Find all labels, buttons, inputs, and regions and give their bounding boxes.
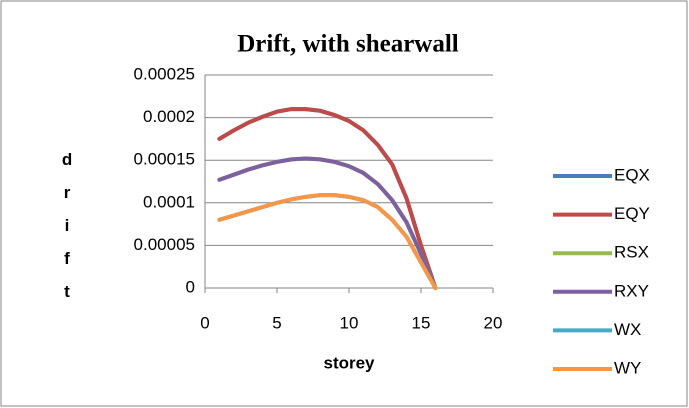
y-tick-label: 0.00015 <box>134 150 195 169</box>
legend-label: WX <box>614 320 641 339</box>
y-tick-label: 0 <box>186 277 195 296</box>
x-tick-label: 10 <box>340 313 359 332</box>
y-tick-label: 0.00005 <box>134 235 195 254</box>
chart-title: Drift, with shearwall <box>237 31 459 58</box>
legend-label: EQX <box>614 165 650 184</box>
legend-label: WY <box>614 358 641 377</box>
legend-label: RSX <box>614 243 649 262</box>
x-tick-label: 5 <box>272 313 281 332</box>
series-line <box>217 156 438 290</box>
legend-label: EQY <box>614 204 650 223</box>
series-line <box>217 193 438 290</box>
y-tick-label: 0.00025 <box>134 64 195 83</box>
legend-label: RXY <box>614 281 649 300</box>
series-line <box>217 107 438 290</box>
y-axis-label: drift <box>58 150 77 315</box>
x-tick-label: 0 <box>200 313 209 332</box>
x-tick-label: 15 <box>412 313 431 332</box>
y-tick-label: 0.0002 <box>143 107 195 126</box>
x-axis-label: storey <box>323 353 375 372</box>
x-tick-label: 20 <box>484 313 503 332</box>
y-tick-label: 0.0001 <box>143 192 195 211</box>
